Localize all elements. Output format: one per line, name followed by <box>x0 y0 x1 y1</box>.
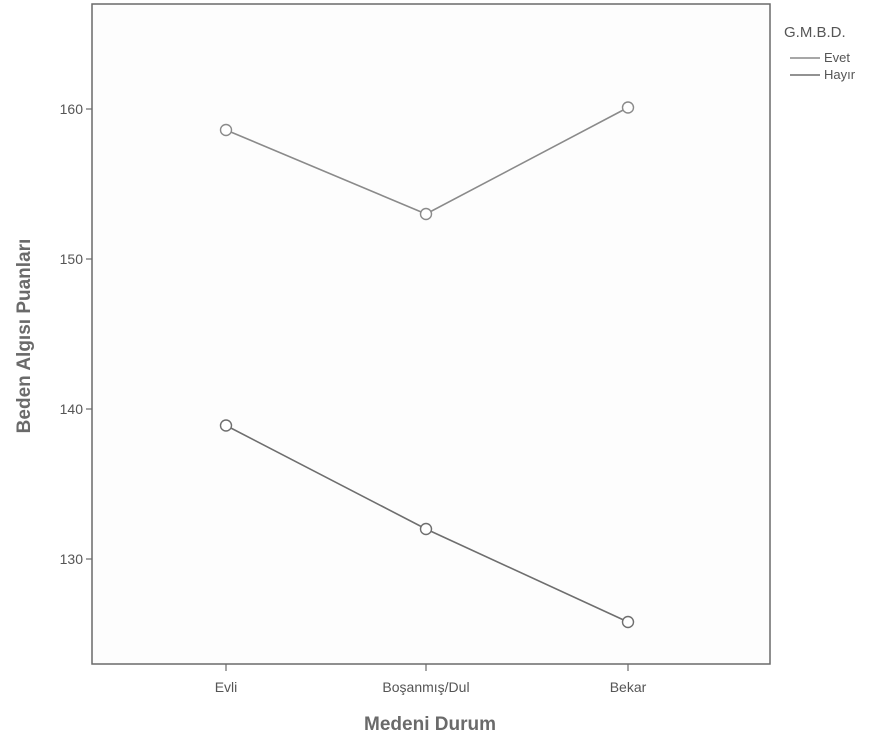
legend-label: Hayır <box>824 67 856 82</box>
data-point <box>419 207 433 221</box>
legend-items: Evet Hayır <box>790 50 856 82</box>
series-hayır <box>219 419 635 629</box>
x-axis: Evli Boşanmış/Dul Bekar <box>215 664 647 695</box>
y-tick-label: 150 <box>60 251 84 267</box>
y-tick-label: 140 <box>60 401 84 417</box>
data-point <box>621 615 635 629</box>
y-tick-label: 160 <box>60 101 84 117</box>
legend: G.M.B.D. Evet Hayır <box>784 24 856 82</box>
legend-title: G.M.B.D. <box>784 24 846 41</box>
data-point <box>621 101 635 114</box>
x-tick-label: Boşanmış/Dul <box>382 679 469 695</box>
plot-frame <box>91 3 771 665</box>
y-tick-label: 130 <box>60 551 84 567</box>
series-layer <box>219 101 635 629</box>
x-axis-title: Medeni Durum <box>364 714 496 735</box>
y-axis: 130 140 150 160 <box>60 101 92 567</box>
x-tick-label: Evli <box>215 679 238 695</box>
data-point <box>219 123 233 137</box>
x-tick-label: Bekar <box>610 679 647 695</box>
y-axis-title: Beden Algısı Puanları <box>14 239 35 434</box>
legend-label: Evet <box>824 50 850 65</box>
data-point <box>219 419 233 432</box>
data-point <box>419 522 433 536</box>
series-evet <box>219 101 635 221</box>
